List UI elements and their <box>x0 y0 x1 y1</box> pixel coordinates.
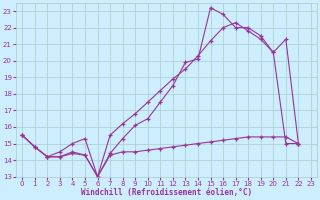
X-axis label: Windchill (Refroidissement éolien,°C): Windchill (Refroidissement éolien,°C) <box>81 188 252 197</box>
